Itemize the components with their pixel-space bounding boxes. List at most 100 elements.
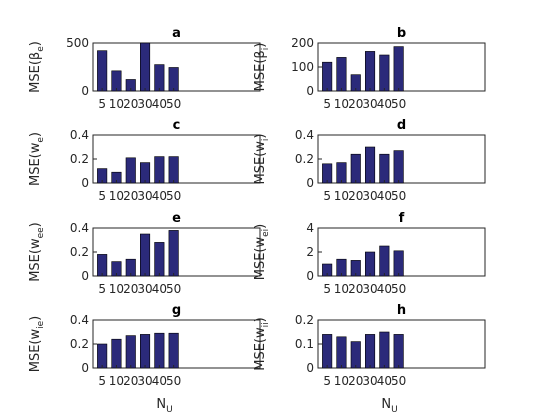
bar — [125, 335, 136, 369]
y-axis-label-close: ) — [253, 317, 268, 322]
y-axis-label: MSE(wii) — [253, 317, 271, 370]
x-tick-label: 30 — [362, 282, 377, 296]
y-axis-label-sub: i — [261, 48, 271, 51]
x-tick-label: 10 — [109, 282, 124, 296]
bar — [168, 332, 179, 369]
x-tick-label: 30 — [362, 189, 377, 203]
bar — [111, 338, 122, 369]
x-tick-label: 40 — [377, 189, 392, 203]
y-tick-label: 0.4 — [295, 128, 314, 142]
panel-title: e — [172, 211, 181, 226]
x-tick-label: 10 — [109, 97, 124, 111]
x-tick-label: 40 — [377, 97, 392, 111]
bar — [168, 67, 179, 92]
bar — [168, 156, 179, 184]
x-tick-label: 50 — [166, 189, 181, 203]
x-tick-label: 30 — [137, 189, 152, 203]
y-tick-label: 2 — [306, 245, 314, 259]
bar — [140, 233, 151, 277]
x-tick-label: 20 — [348, 282, 363, 296]
bar — [393, 250, 404, 277]
y-axis-label: MSE(wee) — [28, 222, 46, 282]
y-tick-label: 0.2 — [295, 313, 314, 327]
bar — [140, 334, 151, 369]
x-axis-label: NU — [381, 397, 397, 415]
y-tick-label: 0.2 — [295, 152, 314, 166]
y-axis-label-close: ) — [28, 41, 43, 46]
y-axis-label-main: MSE(β — [253, 50, 268, 91]
bar — [364, 334, 376, 369]
x-tick-label: 20 — [123, 97, 138, 111]
x-tick-label: 50 — [391, 189, 406, 203]
bar — [364, 146, 376, 184]
x-tick-label: 10 — [109, 189, 124, 203]
bar — [379, 54, 390, 92]
y-tick-label: 0 — [81, 84, 89, 98]
x-tick-label: 20 — [348, 374, 363, 388]
bar — [336, 336, 347, 369]
y-tick-label: 0 — [81, 176, 89, 190]
y-tick-label: 500 — [66, 36, 89, 50]
bar — [140, 42, 151, 92]
panel-title: b — [397, 26, 406, 41]
y-axis-label-sub: ee — [36, 227, 46, 239]
y-tick-label: 0.4 — [70, 128, 89, 142]
x-tick-label: 5 — [98, 282, 106, 296]
bar — [379, 153, 390, 184]
x-tick-label: 40 — [377, 374, 392, 388]
bar — [111, 70, 122, 92]
y-tick-label: 0 — [306, 361, 314, 375]
y-axis-label-sub: e — [36, 46, 46, 52]
bar — [97, 50, 108, 92]
panel-f: 0 2 4 5 10 20 30 40 50 f MSE(wei) — [253, 211, 486, 296]
y-axis-label-close: ) — [253, 134, 268, 139]
x-axis-label-main: N — [156, 397, 166, 412]
x-tick-label: 5 — [323, 374, 331, 388]
bar — [125, 157, 136, 184]
bar — [322, 61, 333, 92]
y-tick-label: 0.4 — [70, 313, 89, 327]
y-axis-label-close: ) — [28, 316, 43, 321]
bar — [154, 156, 165, 184]
x-tick-label: 5 — [323, 97, 331, 111]
y-tick-label: 0 — [306, 84, 314, 98]
panel-title: g — [172, 303, 181, 318]
y-tick-label: 0.2 — [70, 245, 89, 259]
x-tick-label: 40 — [377, 282, 392, 296]
x-tick-label: 5 — [98, 374, 106, 388]
panel-title: c — [173, 118, 181, 133]
y-axis-label-sub: ie — [36, 320, 46, 329]
x-tick-label: 20 — [348, 189, 363, 203]
y-axis-label-main: MSE(w — [253, 141, 268, 185]
x-tick-label: 50 — [166, 374, 181, 388]
x-axis-label-main: N — [381, 397, 391, 412]
bar — [379, 331, 390, 369]
panel-d: 0 0.2 0.4 5 10 20 30 40 50 d MSE(wi) — [253, 118, 486, 203]
panel-c: 0 0.2 0.4 5 10 20 30 40 50 c MSE(we) — [28, 118, 261, 203]
bar — [393, 150, 404, 184]
y-axis-label-main: MSE(w — [253, 327, 268, 371]
y-axis-label-sub: ei — [261, 229, 271, 237]
x-axis-label: NU — [156, 397, 172, 415]
y-axis-label-close: ) — [28, 222, 43, 227]
y-tick-label: 0.1 — [295, 337, 314, 351]
y-axis-label-sub: i — [261, 139, 271, 142]
bar — [350, 153, 361, 184]
y-axis-label: MSE(wei) — [253, 224, 271, 281]
y-axis-label-close: ) — [253, 43, 268, 48]
panel-e: 0 0.2 0.4 5 10 20 30 40 50 e MSE(wee) — [28, 211, 261, 296]
y-tick-label: 0.2 — [70, 152, 89, 166]
bar — [154, 64, 165, 92]
x-tick-label: 30 — [137, 374, 152, 388]
bar — [140, 162, 151, 184]
x-axis-label-sub: U — [391, 405, 398, 415]
x-tick-label: 30 — [362, 374, 377, 388]
x-tick-label: 5 — [98, 97, 106, 111]
y-tick-label: 100 — [291, 60, 314, 74]
y-axis-label-main: MSE(w — [28, 238, 43, 282]
x-tick-label: 30 — [362, 97, 377, 111]
bar — [350, 341, 361, 369]
x-tick-label: 10 — [334, 282, 349, 296]
y-axis-label: MSE(wi) — [253, 134, 271, 185]
